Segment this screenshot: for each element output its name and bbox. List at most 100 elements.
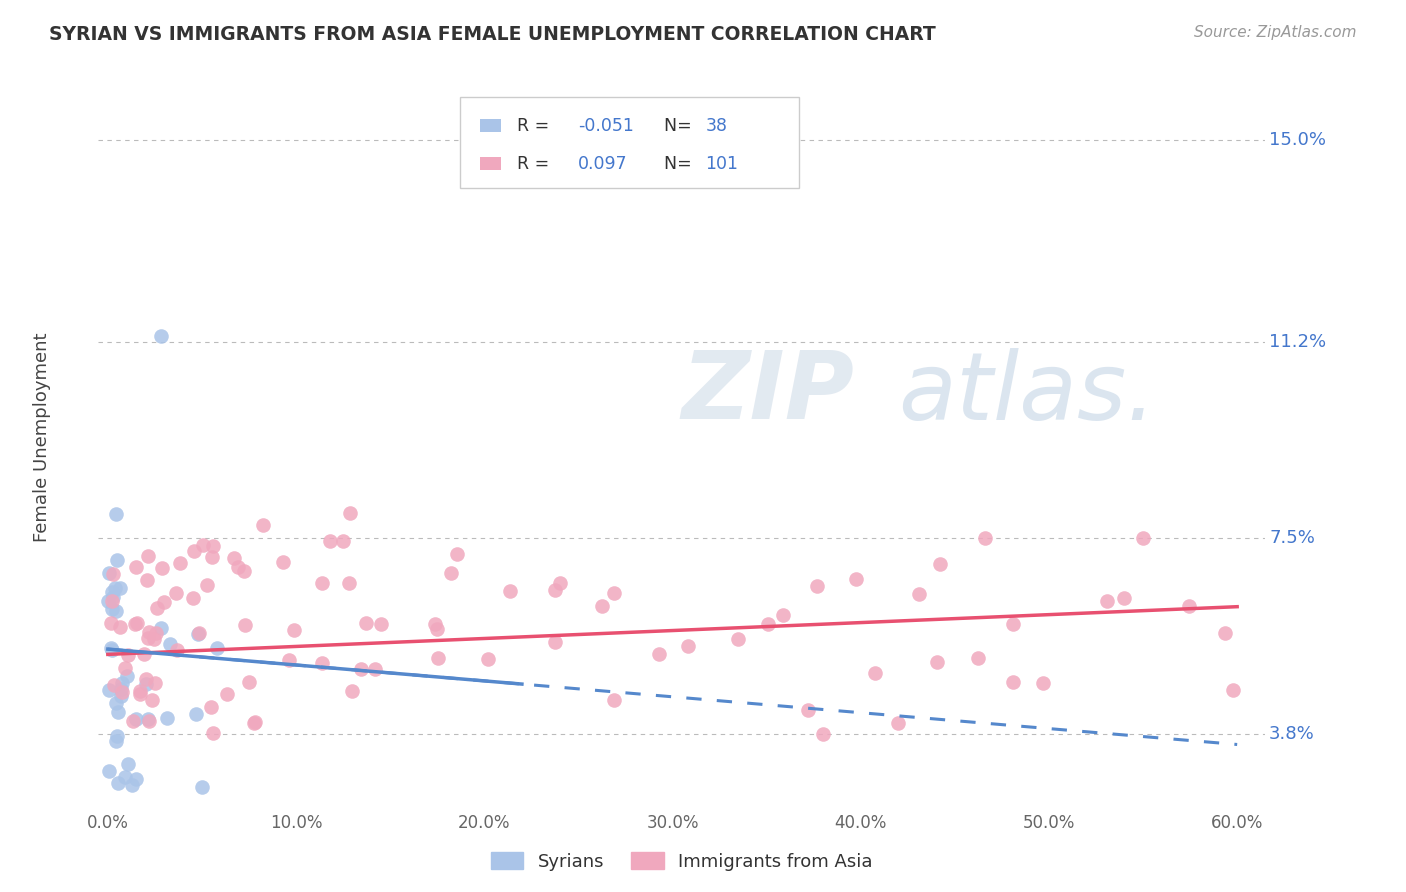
Point — [111, 684, 134, 698]
Point — [110, 620, 132, 634]
Point — [114, 661, 136, 675]
Text: R =: R = — [517, 117, 555, 135]
Point — [340, 683, 363, 698]
Point — [166, 642, 188, 657]
Point — [283, 623, 305, 637]
Text: 11.2%: 11.2% — [1270, 333, 1326, 351]
Point — [311, 656, 333, 670]
Point — [111, 676, 134, 690]
Point — [278, 653, 301, 667]
Point — [143, 632, 166, 646]
Point — [224, 550, 246, 565]
Text: N=: N= — [665, 154, 697, 173]
Point — [252, 518, 274, 533]
Point — [125, 712, 148, 726]
Point — [233, 617, 256, 632]
Point — [110, 690, 132, 704]
Point — [107, 705, 129, 719]
Point — [101, 594, 124, 608]
Point — [332, 533, 354, 548]
Point — [105, 507, 128, 521]
Point — [603, 586, 626, 600]
Point — [97, 683, 120, 698]
Point — [202, 539, 225, 553]
Point — [117, 756, 139, 771]
Point — [1095, 594, 1118, 608]
Point — [806, 579, 828, 593]
Point — [97, 566, 120, 580]
Point — [226, 560, 249, 574]
Point — [678, 639, 700, 653]
Point — [150, 561, 173, 575]
Point — [245, 714, 267, 729]
Text: Female Unemployment: Female Unemployment — [34, 333, 52, 541]
Point — [233, 564, 256, 578]
Point — [143, 676, 166, 690]
Point — [973, 531, 995, 545]
Point — [117, 648, 139, 663]
FancyBboxPatch shape — [460, 97, 799, 188]
Point — [602, 693, 624, 707]
Point — [339, 506, 361, 520]
Point — [132, 647, 155, 661]
Point — [191, 780, 214, 794]
Point — [426, 651, 449, 665]
Point — [548, 575, 571, 590]
Point — [187, 625, 209, 640]
Text: 101: 101 — [706, 154, 738, 173]
Point — [165, 586, 187, 600]
Point — [1032, 675, 1054, 690]
Point — [811, 727, 834, 741]
Text: -0.051: -0.051 — [578, 117, 634, 135]
Point — [136, 573, 159, 587]
Point — [105, 734, 128, 748]
Legend: Syrians, Immigrants from Asia: Syrians, Immigrants from Asia — [484, 845, 880, 878]
Point — [129, 687, 152, 701]
Text: ZIP: ZIP — [682, 347, 855, 439]
Point — [797, 702, 820, 716]
Point — [117, 668, 139, 682]
FancyBboxPatch shape — [479, 120, 501, 132]
Point — [756, 617, 779, 632]
Point — [124, 616, 146, 631]
Text: 7.5%: 7.5% — [1270, 529, 1315, 547]
Point — [183, 591, 205, 605]
Point — [648, 647, 671, 661]
Point — [311, 575, 333, 590]
Point — [845, 572, 868, 586]
Point — [159, 637, 181, 651]
Text: 15.0%: 15.0% — [1270, 131, 1326, 149]
Point — [1132, 531, 1154, 545]
Point — [337, 576, 360, 591]
Point — [925, 655, 948, 669]
Text: R =: R = — [517, 154, 555, 173]
Point — [129, 684, 152, 698]
Point — [370, 617, 392, 632]
Point — [107, 776, 129, 790]
Point — [124, 772, 146, 787]
Point — [184, 706, 207, 721]
Point — [108, 581, 131, 595]
Text: N=: N= — [665, 117, 697, 135]
Point — [544, 635, 567, 649]
Point — [146, 601, 169, 615]
Point — [150, 621, 173, 635]
Point — [107, 553, 129, 567]
Point — [477, 652, 499, 666]
Text: SYRIAN VS IMMIGRANTS FROM ASIA FEMALE UNEMPLOYMENT CORRELATION CHART: SYRIAN VS IMMIGRANTS FROM ASIA FEMALE UN… — [49, 25, 936, 44]
Point — [101, 601, 124, 615]
FancyBboxPatch shape — [479, 157, 501, 170]
Point — [215, 687, 238, 701]
Point — [238, 675, 260, 690]
Point — [187, 627, 209, 641]
Point — [967, 651, 990, 665]
Point — [499, 584, 522, 599]
Point — [104, 581, 127, 595]
Point — [1002, 617, 1025, 632]
Point — [149, 329, 172, 343]
Point — [103, 590, 125, 604]
Point — [195, 578, 218, 592]
Point — [135, 677, 157, 691]
Text: atlas.: atlas. — [898, 348, 1156, 439]
Text: Source: ZipAtlas.com: Source: ZipAtlas.com — [1194, 25, 1357, 40]
